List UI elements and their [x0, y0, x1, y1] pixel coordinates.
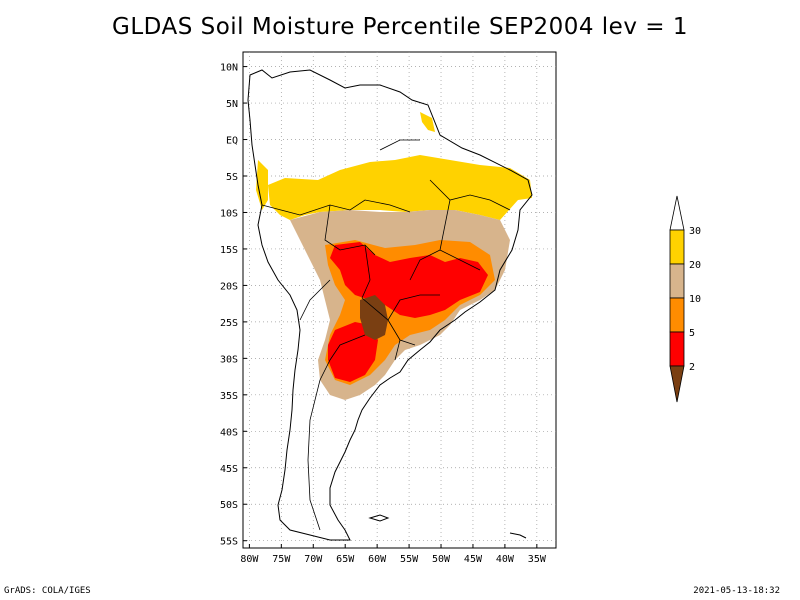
lat-tick-label: 25S: [220, 318, 238, 329]
lon-tick-label: 40W: [496, 554, 515, 565]
coast-island: [509, 532, 527, 539]
colorbar: 30 20 10 5 2: [669, 195, 701, 403]
colorbar-segment: [669, 297, 685, 333]
lat-tick-label: 5S: [226, 172, 238, 183]
lon-tick-label: 45W: [464, 554, 483, 565]
coastline: [247, 69, 533, 541]
lat-tick-label: 55S: [220, 537, 238, 548]
lon-tick-label: 80W: [240, 554, 259, 565]
lat-tick-label: 40S: [220, 427, 238, 438]
lon-tick-label: 65W: [336, 554, 355, 565]
colorbar-top-arrow: [669, 195, 685, 231]
shade-20-30-northcoast: [420, 112, 435, 132]
lon-tick-label: 50W: [432, 554, 451, 565]
shade-20-30-north: [268, 155, 532, 220]
map-title: GLDAS Soil Moisture Percentile SEP2004 l…: [112, 14, 688, 40]
colorbar-label: 30: [689, 226, 701, 237]
colorbar-bottom-arrow: [669, 365, 685, 403]
colorbar-segment: [669, 331, 685, 367]
colorbar-segment: [669, 229, 685, 265]
footer-credit: GrADS: COLA/IGES: [4, 586, 91, 596]
lat-tick-label: 15S: [220, 245, 238, 256]
shade-20-30-west: [256, 160, 268, 210]
lat-tick-label: 10N: [220, 63, 238, 74]
lon-tick-label: 70W: [304, 554, 323, 565]
colorbar-segment: [669, 263, 685, 299]
footer-timestamp: 2021-05-13-18:32: [693, 586, 780, 596]
lon-tick-label: 35W: [528, 554, 547, 565]
lon-tick-label: 75W: [272, 554, 291, 565]
lat-tick-label: 30S: [220, 354, 238, 365]
colorbar-label: 10: [689, 294, 701, 305]
shade-2-5-south: [328, 322, 378, 382]
lat-tick-label: 10S: [220, 208, 238, 219]
colorbar-label: 2: [689, 362, 695, 373]
lon-tick-label: 55W: [400, 554, 419, 565]
colorbar-label: 5: [689, 328, 695, 339]
lat-tick-label: EQ: [226, 136, 238, 147]
falkland-islands: [368, 514, 390, 522]
lat-tick-label: 50S: [220, 500, 238, 511]
lon-tick-label: 60W: [368, 554, 387, 565]
colorbar-label: 20: [689, 260, 701, 271]
lat-tick-label: 20S: [220, 281, 238, 292]
lat-tick-label: 5N: [226, 99, 238, 110]
lat-tick-label: 45S: [220, 464, 238, 475]
axis-ticks: 10N 5N EQ 5S 10S 15S 20S 25S 30S 35S 40S 45S 50S 55S8…: [220, 63, 547, 565]
shade-lt2-chaco: [360, 295, 388, 340]
border-lines: [261, 139, 511, 531]
lat-tick-label: 35S: [220, 391, 238, 402]
south-america-coastline: [247, 69, 533, 541]
